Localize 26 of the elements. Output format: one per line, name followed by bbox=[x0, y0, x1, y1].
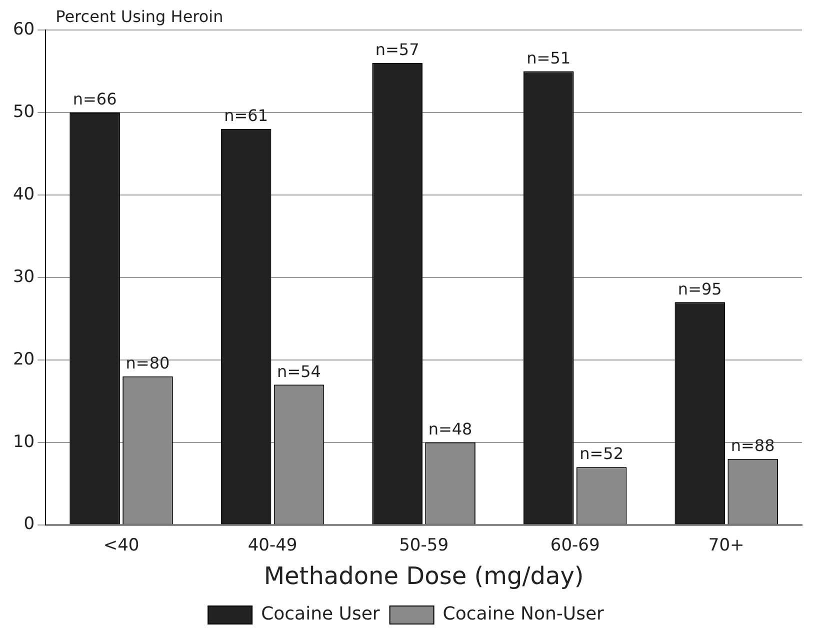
annotation: n=52 bbox=[580, 444, 624, 464]
x-tick-label: <40 bbox=[103, 535, 140, 556]
annotation: n=88 bbox=[730, 436, 775, 455]
y-tick-label: 40 bbox=[12, 184, 35, 204]
annotation: n=95 bbox=[678, 279, 722, 298]
x-axis-title: Methadone Dose (mg/day) bbox=[264, 562, 584, 590]
x-tick-label: 40-49 bbox=[248, 535, 298, 556]
y-tick-label: 60 bbox=[12, 19, 35, 40]
y-tick-label: 10 bbox=[12, 432, 35, 452]
y-axis-title: Percent Using Heroin bbox=[56, 7, 224, 26]
y-tick-label: 50 bbox=[12, 102, 35, 122]
annotation: n=54 bbox=[277, 362, 321, 381]
x-tick-label: 60-69 bbox=[550, 535, 600, 556]
annotation: n=57 bbox=[375, 40, 420, 60]
y-tick-label: 0 bbox=[24, 514, 35, 534]
legend-label: Cocaine User bbox=[261, 604, 380, 625]
annotation: n=48 bbox=[428, 419, 472, 438]
y-tick-label: 30 bbox=[12, 266, 35, 287]
annotation: n=80 bbox=[126, 354, 170, 373]
annotation: n=51 bbox=[526, 48, 571, 68]
y-tick-label: 20 bbox=[12, 349, 35, 370]
legend-label: Cocaine Non-User bbox=[442, 604, 605, 625]
annotation: n=61 bbox=[224, 106, 268, 126]
annotation: n=66 bbox=[72, 90, 117, 109]
x-tick-label: 50-59 bbox=[399, 535, 449, 556]
x-tick-label: 70+ bbox=[708, 535, 744, 556]
